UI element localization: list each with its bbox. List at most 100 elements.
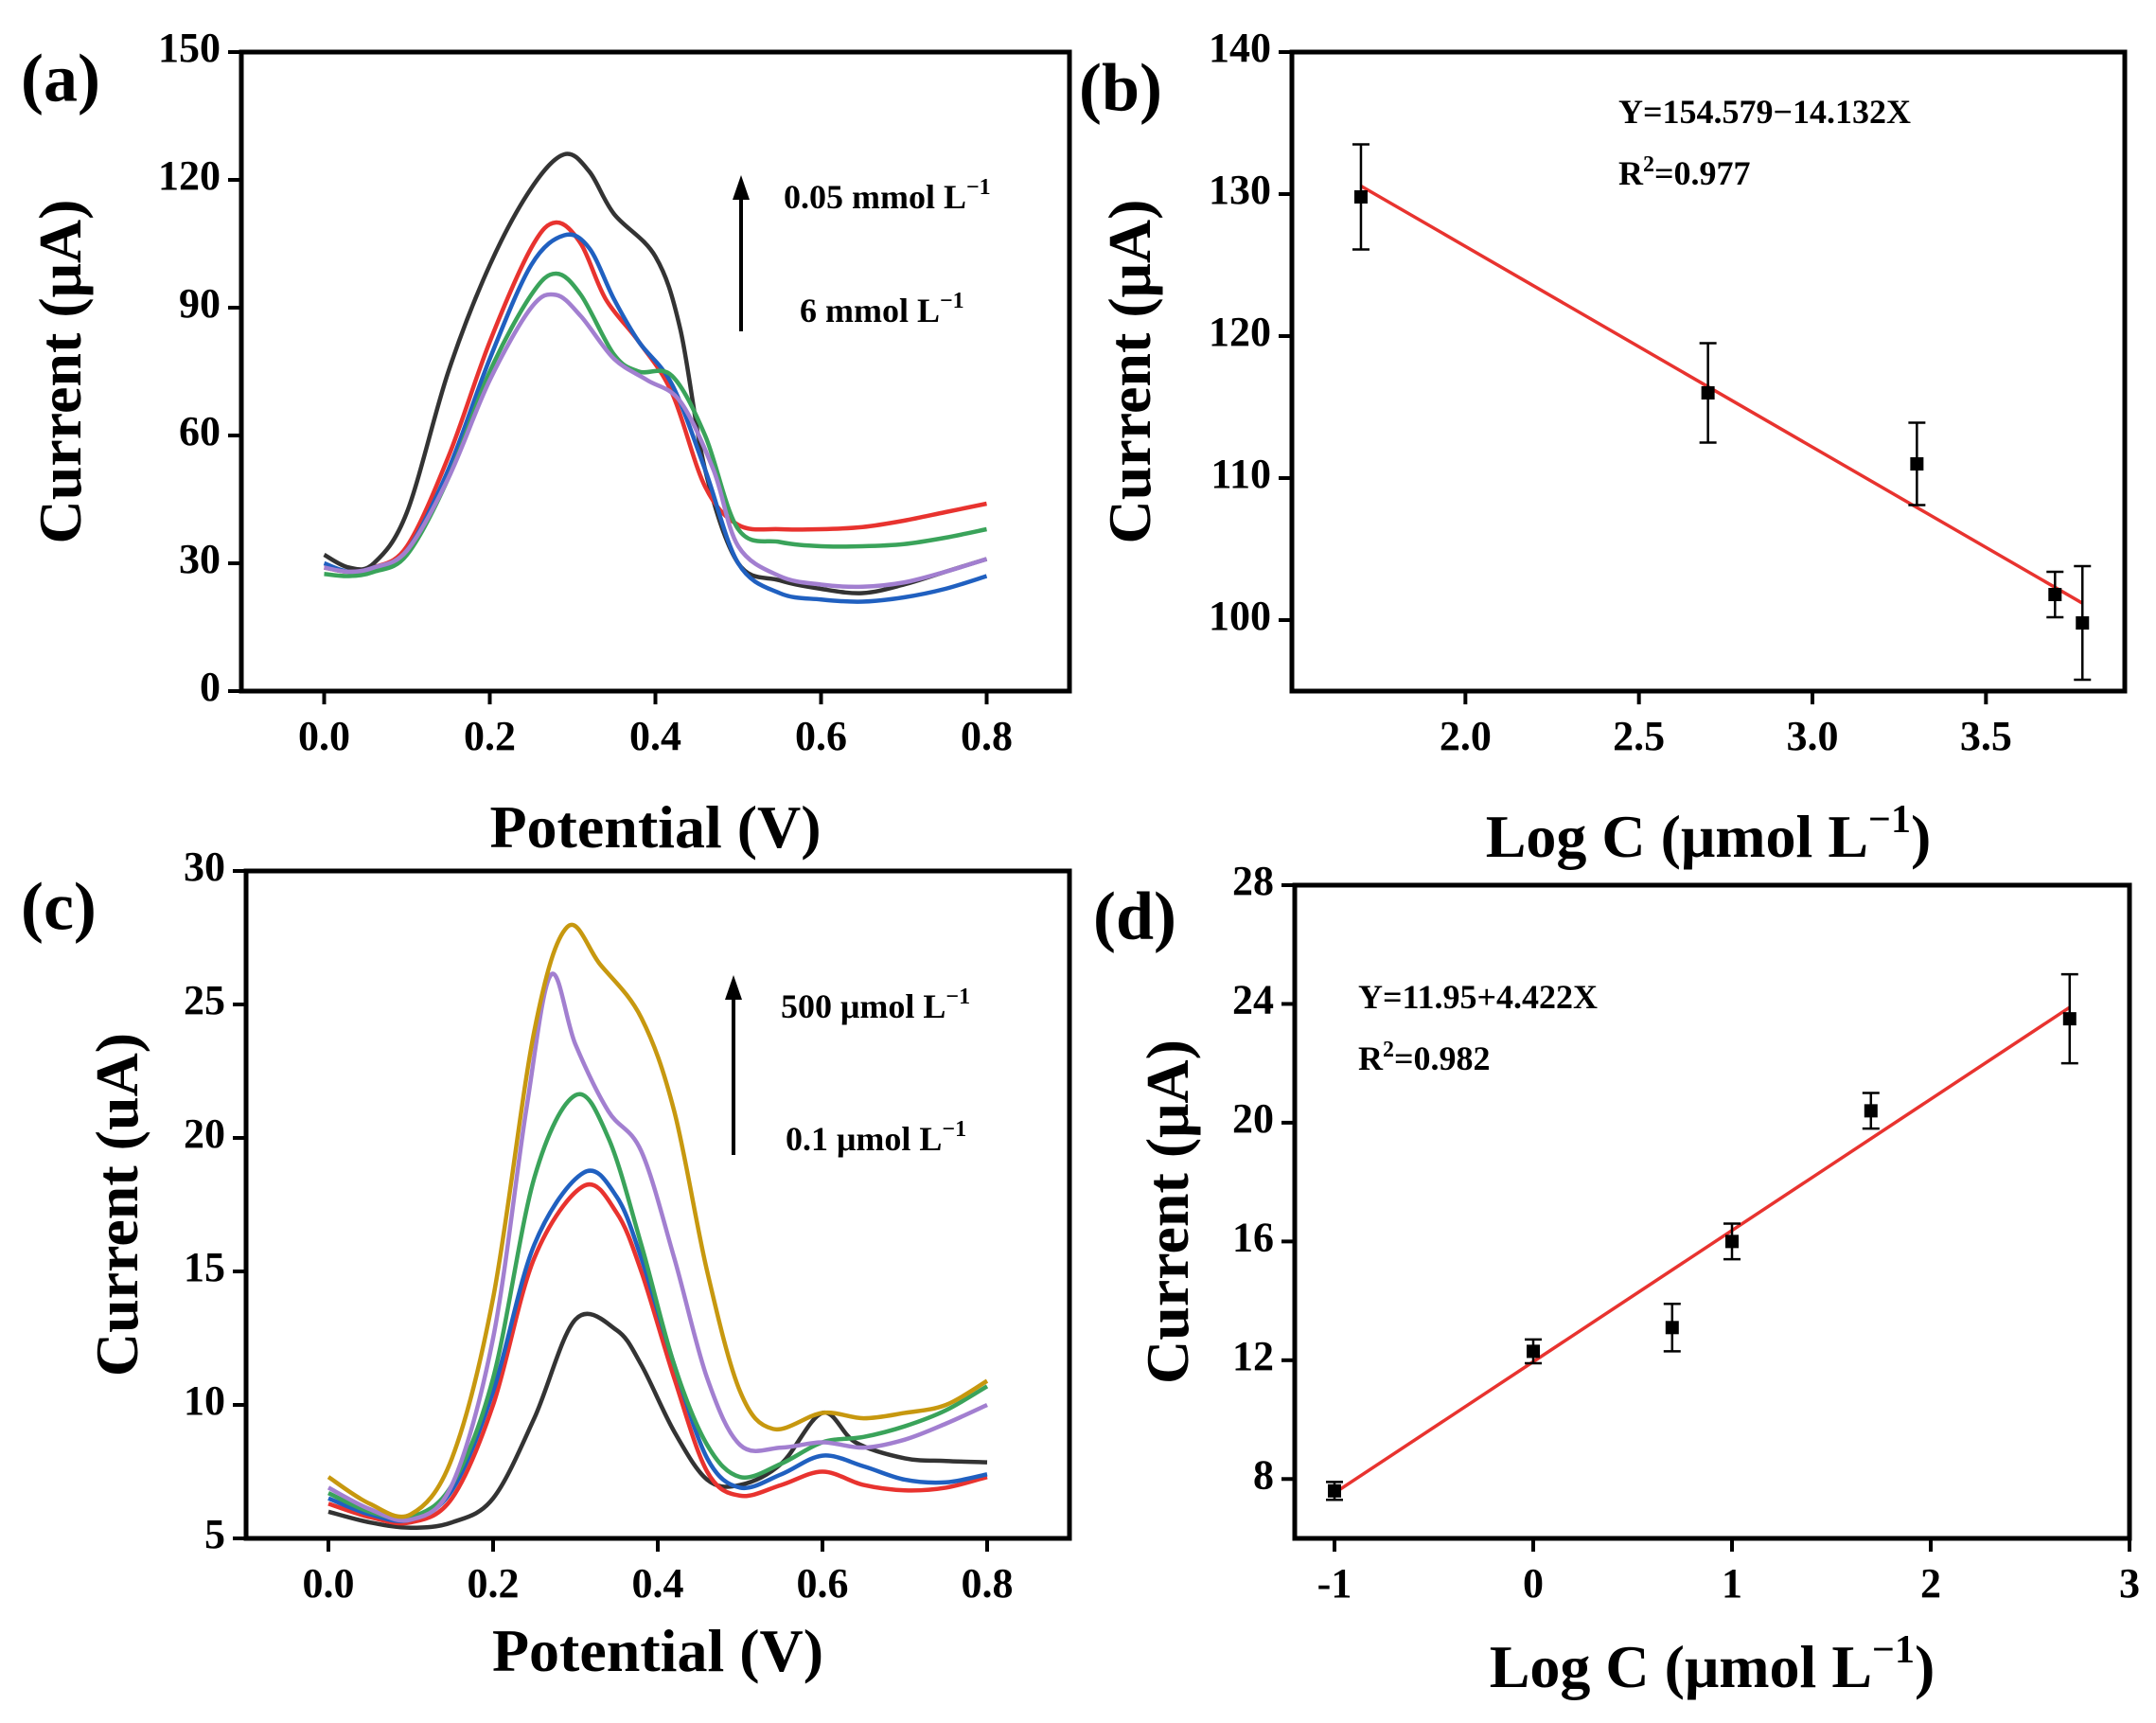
- annotation-bottom-text: 0.1 μmol L: [786, 1120, 942, 1158]
- y-tick-label: 130: [1209, 167, 1271, 213]
- annotation-bottom-sup: −1: [940, 289, 964, 313]
- data-point: [2076, 616, 2090, 630]
- fit-line: [1360, 184, 2084, 605]
- r-squared-prefix: R: [1618, 154, 1644, 192]
- x-axis-label-end: ): [1911, 803, 1931, 870]
- y-tick-label: 25: [184, 977, 225, 1023]
- panel-label-b: (b): [1079, 50, 1162, 126]
- x-tick-label: 2.0: [1440, 713, 1492, 759]
- x-axis-label-main: Potential (V): [489, 793, 821, 861]
- data-point: [1864, 1104, 1878, 1118]
- y-tick-label: 60: [179, 408, 221, 454]
- x-axis-label: Log C (μmol L−1): [1490, 1628, 1935, 1700]
- y-tick-label: 10: [184, 1377, 225, 1424]
- y-tick-label: 140: [1209, 25, 1271, 71]
- series-line-3: [327, 1168, 988, 1523]
- y-tick-label: 20: [184, 1110, 225, 1157]
- panel-label-a: (a): [21, 41, 100, 116]
- y-tick-label: 30: [179, 536, 221, 582]
- panel-c: (c) 0.0 0.2 0.4 0.6 0.8 5 10 15 20 25 30 Current (uA…: [21, 844, 1072, 1684]
- series-line-2: [324, 220, 987, 575]
- y-axis-label: Current (μA): [1134, 1039, 1201, 1384]
- y-tick-label: 20: [1232, 1095, 1274, 1142]
- y-tick-label: 120: [158, 152, 221, 199]
- y-tick-label: 110: [1211, 451, 1271, 497]
- data-point: [1701, 386, 1715, 400]
- annotation-top: 0.05 mmol L−1: [784, 175, 991, 216]
- data-point: [1328, 1483, 1341, 1498]
- panel-label-d: (d): [1093, 879, 1176, 954]
- y-tick-label: 12: [1232, 1333, 1274, 1379]
- x-tick-label: 0.8: [961, 713, 1013, 759]
- panel-label-c: (c): [21, 869, 97, 945]
- annotation-bottom: 0.1 μmol L−1: [786, 1117, 966, 1158]
- x-tick-label: 2.5: [1613, 713, 1665, 759]
- series-line-1: [327, 1311, 988, 1530]
- annotation-top-sup: −1: [945, 985, 970, 1009]
- x-tick-label: 0.4: [632, 1560, 684, 1607]
- x-axis-label-main: Potential (V): [492, 1617, 823, 1684]
- trend-arrow-head: [725, 975, 742, 1000]
- x-axis-label-main: Log C (μmol L: [1486, 803, 1868, 870]
- y-tick-label: 30: [184, 844, 225, 890]
- x-tick-label: 2: [1920, 1560, 1941, 1607]
- x-axis-label-sup: −1: [1872, 1628, 1915, 1672]
- series-line-5: [324, 292, 988, 590]
- x-tick-label: 3.5: [1960, 713, 2012, 759]
- data-point: [1725, 1235, 1739, 1249]
- y-tick-label: 90: [179, 280, 221, 327]
- y-tick-label: 16: [1232, 1214, 1274, 1260]
- x-tick-label: 1: [1722, 1560, 1742, 1607]
- data-point: [2048, 588, 2062, 601]
- annotation-bottom-text: 6 mmol L: [800, 292, 940, 329]
- y-axis-label: Current (uA): [83, 1033, 150, 1377]
- series-line-1: [323, 151, 988, 595]
- r-squared-value: =0.977: [1654, 154, 1751, 192]
- y-tick-label: 0: [200, 664, 221, 710]
- series-line-6: [327, 922, 989, 1519]
- x-tick-label: -1: [1317, 1560, 1352, 1607]
- annotation-top-sup: −1: [966, 175, 991, 200]
- r-squared-sup: 2: [1643, 152, 1654, 177]
- x-tick-label: 0.0: [303, 1560, 355, 1607]
- y-tick-label: 120: [1209, 309, 1271, 355]
- x-tick-label: 0: [1523, 1560, 1544, 1607]
- y-tick-label: 150: [158, 25, 221, 71]
- panel-b: (b) 2.0 2.5 3.0 3.5 100 110 120 130 140 Current (μ…: [1079, 25, 2128, 870]
- y-axis-label: Current (μA): [27, 200, 94, 544]
- x-tick-label: 0.6: [797, 1560, 849, 1607]
- data-point: [1527, 1344, 1540, 1359]
- annotation-top-text: 0.05 mmol L: [784, 178, 966, 216]
- r-squared-value: =0.982: [1394, 1039, 1491, 1077]
- x-tick-label: 0.4: [629, 713, 681, 759]
- panel-a: (a) 0.0 0.2 0.4 0.6 0.8 0 30 60 90 120 150 Current (…: [21, 25, 1072, 861]
- fit-equation: Y=154.579−14.132X: [1618, 93, 1911, 131]
- x-axis-label: Potential (V): [492, 1617, 823, 1684]
- series-line-2: [327, 1181, 988, 1526]
- y-tick-label: 28: [1232, 858, 1274, 904]
- r-squared-prefix: R: [1358, 1039, 1384, 1077]
- plot-frame: [1289, 49, 2128, 694]
- data-point: [2062, 1012, 2076, 1026]
- fit-equation: Y=11.95+4.422X: [1358, 978, 1598, 1016]
- plot-frame: [1292, 882, 2132, 1541]
- annotation-top: 500 μmol L−1: [781, 985, 970, 1025]
- x-tick-label: 0.2: [468, 1560, 520, 1607]
- x-tick-label: 0.6: [795, 713, 847, 759]
- series-line-5: [327, 971, 988, 1523]
- x-axis-label-main: Log C (μmol L: [1490, 1633, 1872, 1700]
- data-point: [1665, 1321, 1679, 1335]
- y-tick-label: 15: [184, 1244, 225, 1290]
- data-point: [1910, 457, 1924, 471]
- annotation-bottom: 6 mmol L−1: [800, 289, 964, 329]
- r-squared: R2=0.977: [1618, 152, 1751, 192]
- x-tick-label: 0.2: [464, 713, 516, 759]
- annotation-bottom-sup: −1: [942, 1117, 966, 1142]
- x-axis-label-end: ): [1915, 1633, 1935, 1700]
- x-axis-label-sup: −1: [1868, 798, 1911, 842]
- x-tick-label: 3: [2119, 1560, 2140, 1607]
- x-tick-label: 0.8: [962, 1560, 1014, 1607]
- data-point: [1353, 190, 1368, 204]
